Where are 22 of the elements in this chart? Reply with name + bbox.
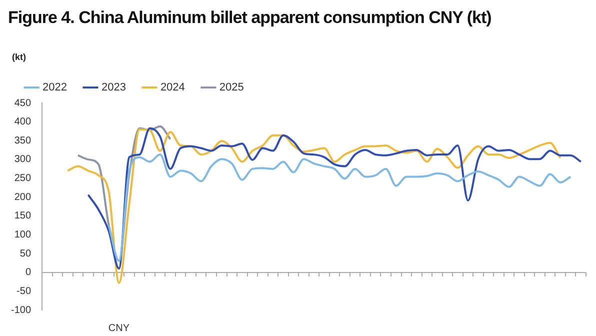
y-tick-label: 150 [14,210,32,222]
y-tick-label: 100 [14,229,32,240]
y-tick-label: 300 [14,154,32,166]
y-tick-label: -100 [11,304,32,316]
y-tick-label: 250 [14,173,32,184]
legend-label: 2025 [219,82,244,94]
y-tick-label: 350 [14,135,32,146]
legend-label: 2023 [101,82,126,94]
y-axis-title: (kt) [12,52,26,62]
line-series [66,128,562,284]
chart-title: Figure 4. China Aluminum billet apparent consumption CNY (kt) [8,8,492,28]
legend-label: 2024 [160,82,185,94]
line-series [108,154,572,262]
y-tick-label: -50 [16,286,32,297]
y-tick-label: 450 [14,98,32,109]
legend-label: 2022 [42,82,67,94]
y-tick-label: 400 [14,116,32,128]
y-tick-label: 0 [25,267,32,278]
y-tick-label: 50 [20,248,32,260]
line-series [87,127,582,270]
x-tick-label: CNY [108,322,130,334]
y-tick-label: 200 [14,192,32,203]
